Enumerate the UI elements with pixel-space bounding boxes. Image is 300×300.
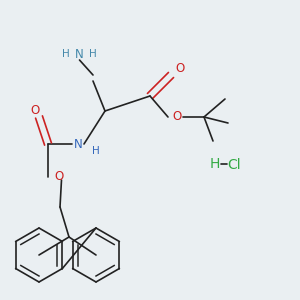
- Text: H: H: [89, 49, 97, 59]
- Text: O: O: [176, 62, 184, 76]
- Text: H: H: [62, 49, 70, 59]
- Text: Cl: Cl: [227, 158, 241, 172]
- Text: O: O: [30, 104, 39, 118]
- Text: H: H: [92, 146, 100, 157]
- Text: O: O: [172, 110, 182, 124]
- Text: H: H: [209, 157, 220, 170]
- Text: N: N: [75, 47, 84, 61]
- Text: N: N: [74, 137, 82, 151]
- Text: O: O: [54, 170, 63, 184]
